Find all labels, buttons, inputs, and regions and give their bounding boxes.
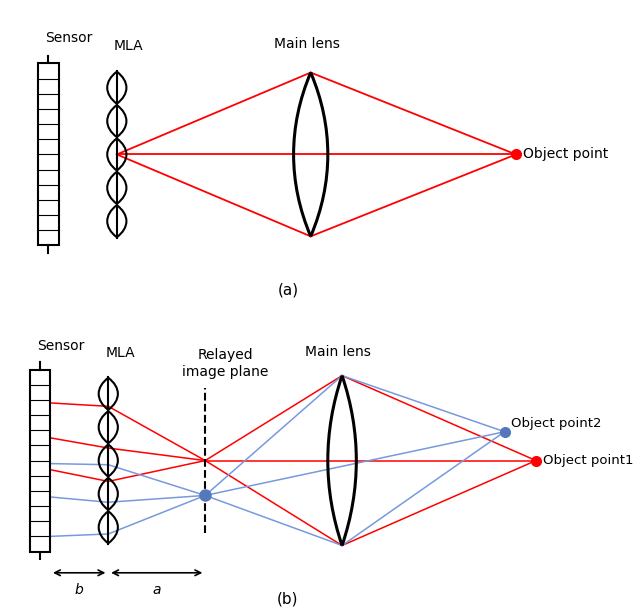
Text: MLA: MLA [106, 346, 135, 360]
Text: Sensor: Sensor [37, 339, 84, 353]
Text: MLA: MLA [114, 39, 143, 53]
Text: Object point2: Object point2 [511, 417, 602, 430]
Bar [38, 63, 59, 245]
Text: Main lens: Main lens [274, 38, 339, 51]
Text: b: b [75, 584, 84, 597]
Text: Object point: Object point [523, 148, 608, 162]
Text: (a): (a) [277, 282, 298, 297]
Bar [29, 370, 50, 552]
Text: (b): (b) [277, 591, 299, 606]
Text: Relayed
image plane: Relayed image plane [182, 349, 269, 379]
Text: a: a [152, 584, 161, 597]
Text: Object point1: Object point1 [543, 454, 634, 467]
Text: Main lens: Main lens [305, 345, 371, 359]
Text: Sensor: Sensor [45, 31, 93, 46]
